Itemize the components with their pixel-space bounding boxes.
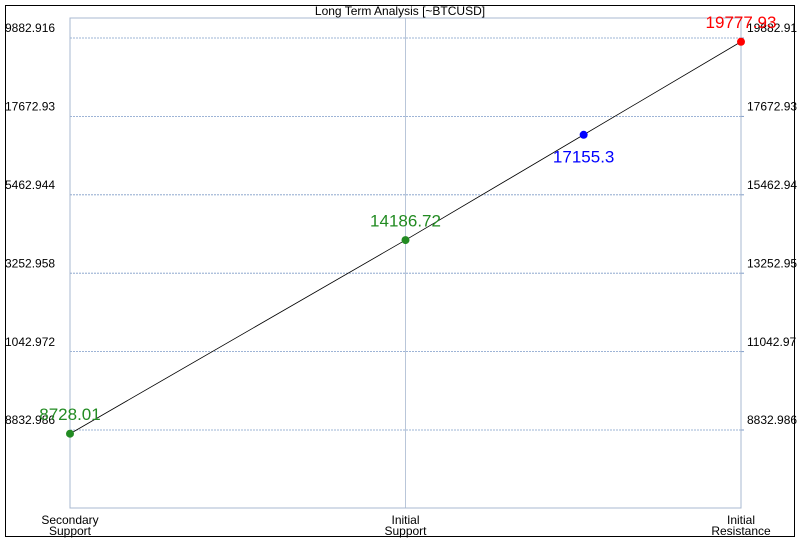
y2-tick-label: 15462.94 (747, 178, 797, 192)
frame (5, 5, 795, 537)
x-tick-label: Initial Support (384, 513, 427, 538)
value-label: 14186.72 (370, 212, 441, 231)
y2-tick-label: 19882.91 (747, 21, 797, 35)
line (69, 41, 742, 435)
y2-tick-label: 13252.95 (747, 256, 797, 270)
x-tick-label: Initial Resistance (711, 513, 771, 538)
y2-tick-label: 8832.986 (747, 413, 797, 427)
value-label: 8728.01 (39, 405, 100, 424)
value-label: 19777.93 (706, 13, 777, 32)
y-tick-label: 3252.958 (5, 256, 55, 270)
x-tick-label: Secondary Support (41, 513, 99, 538)
y2-tick-label: 17672.93 (747, 100, 797, 114)
y2-tick-label: 11042.97 (747, 335, 796, 349)
point (737, 37, 745, 46)
y-tick-label: 1042.972 (5, 335, 55, 349)
y-tick-label: 8832.986 (5, 413, 55, 427)
point (66, 429, 74, 438)
point (401, 236, 410, 245)
value-label: 17155.3 (553, 147, 614, 166)
point (579, 130, 588, 139)
y-tick-label: 9882.916 (5, 21, 55, 35)
chart-title: Long Term Analysis [~BTCUSD] (315, 4, 485, 18)
y-tick-label: 17672.93 (5, 100, 55, 114)
y-tick-label: 5462.944 (5, 178, 55, 192)
